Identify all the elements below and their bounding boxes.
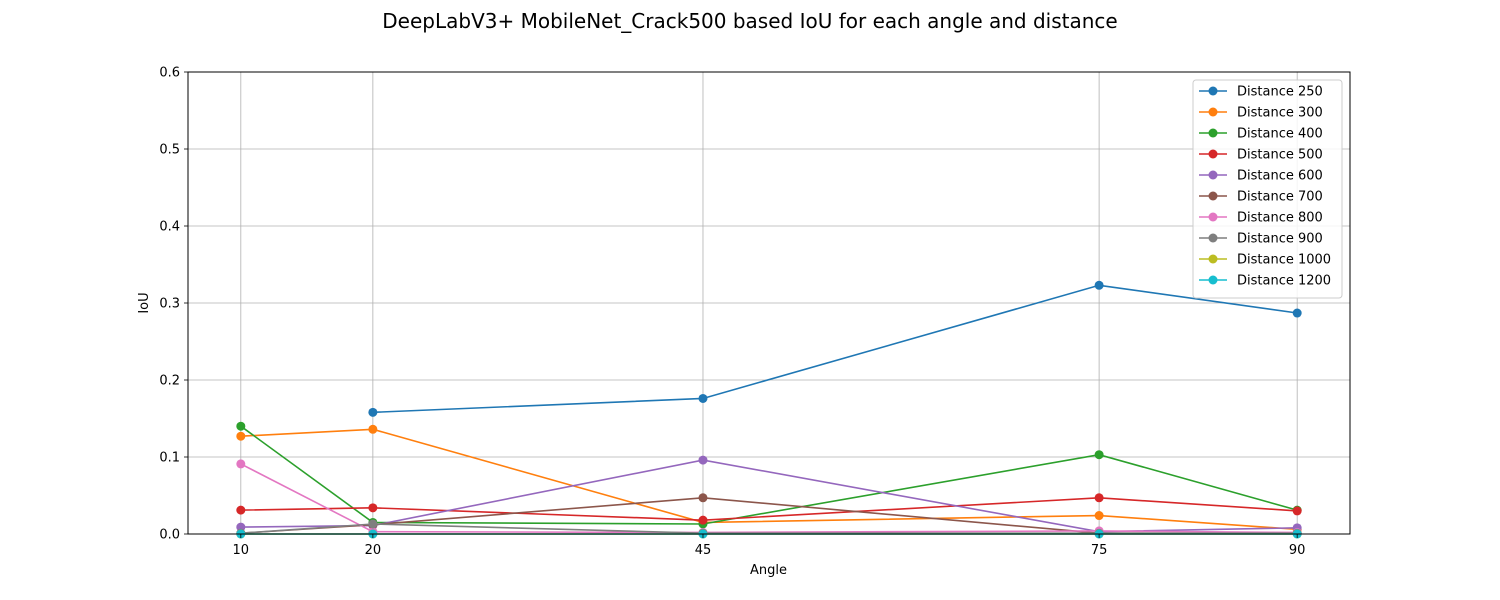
legend-label: Distance 1000 — [1237, 253, 1331, 268]
legend-marker — [1208, 212, 1218, 222]
y-tick-label: 0.0 — [159, 528, 180, 543]
series-line — [240, 428, 1298, 531]
data-point — [698, 393, 708, 403]
data-point — [236, 431, 246, 441]
legend-marker — [1208, 149, 1218, 159]
y-tick-label: 0.5 — [159, 143, 180, 158]
x-tick-label: 90 — [1289, 543, 1306, 558]
legend-label: Distance 800 — [1237, 211, 1323, 226]
legend-item: Distance 700 — [1199, 190, 1323, 205]
legend-marker — [1208, 86, 1218, 96]
data-point — [698, 455, 708, 465]
legend-item: Distance 900 — [1199, 232, 1323, 247]
legend-item: Distance 1000 — [1199, 253, 1331, 268]
legend-marker — [1208, 254, 1218, 264]
data-point — [368, 503, 378, 513]
x-tick-label: 45 — [695, 543, 712, 558]
series-line — [240, 497, 1298, 521]
data-point — [368, 424, 378, 434]
legend-item: Distance 250 — [1199, 85, 1323, 100]
legend-marker — [1208, 170, 1218, 180]
x-tick-label: 20 — [365, 543, 382, 558]
legend-item: Distance 1200 — [1199, 274, 1331, 289]
legend-marker — [1208, 128, 1218, 138]
data-point — [1094, 493, 1104, 503]
grid — [188, 71, 1350, 535]
legend-item: Distance 400 — [1199, 127, 1323, 142]
data-point — [368, 519, 378, 529]
legend-label: Distance 400 — [1237, 127, 1323, 142]
legend-label: Distance 900 — [1237, 232, 1323, 247]
series-distance-250 — [368, 280, 1302, 417]
x-axis-label: Angle — [750, 563, 787, 578]
y-tick-label: 0.1 — [159, 451, 180, 466]
legend-marker — [1208, 107, 1218, 117]
legend-label: Distance 600 — [1237, 169, 1323, 184]
data-point — [1292, 308, 1302, 318]
series-line — [372, 284, 1298, 414]
axis-ticks: 10 20 45 75 90 0.0 0.1 0.2 0.3 0.4 0.5 0.6 — [159, 66, 1305, 559]
series-lines — [236, 280, 1302, 539]
legend-marker — [1208, 233, 1218, 243]
data-point — [236, 505, 246, 515]
legend: Distance 250 Distance 300 Distance 400 Dist… — [1192, 79, 1343, 299]
legend-label: Distance 500 — [1237, 148, 1323, 163]
series-distance-400 — [236, 421, 1302, 529]
series-distance-300 — [236, 424, 1302, 534]
legend-item: Distance 300 — [1199, 106, 1323, 121]
y-tick-label: 0.6 — [159, 66, 180, 81]
series-line — [240, 497, 1298, 535]
y-tick-label: 0.4 — [159, 220, 180, 235]
legend-box — [1192, 79, 1343, 299]
legend-item: Distance 800 — [1199, 211, 1323, 226]
legend-label: Distance 700 — [1237, 190, 1323, 205]
y-axis-label: IoU — [137, 292, 152, 313]
data-point — [1094, 280, 1104, 290]
y-tick-label: 0.2 — [159, 374, 180, 389]
legend-marker — [1208, 275, 1218, 285]
x-tick-label: 10 — [233, 543, 250, 558]
data-point — [698, 493, 708, 503]
data-point — [368, 407, 378, 417]
legend-label: Distance 250 — [1237, 85, 1323, 100]
legend-label: Distance 300 — [1237, 106, 1323, 121]
legend-item: Distance 600 — [1199, 169, 1323, 184]
data-point — [236, 421, 246, 431]
data-point — [1094, 450, 1104, 460]
legend-label: Distance 1200 — [1237, 274, 1331, 289]
data-point — [236, 459, 246, 469]
data-point — [1292, 506, 1302, 516]
x-tick-label: 75 — [1091, 543, 1108, 558]
y-tick-label: 0.3 — [159, 297, 180, 312]
data-point — [236, 522, 246, 532]
data-point — [1094, 511, 1104, 521]
legend-marker — [1208, 191, 1218, 201]
data-point — [698, 515, 708, 525]
chart-title: DeepLabV3+ MobileNet_Crack500 based IoU … — [382, 9, 1117, 33]
legend-item: Distance 500 — [1199, 148, 1323, 163]
series-distance-500 — [236, 493, 1302, 525]
